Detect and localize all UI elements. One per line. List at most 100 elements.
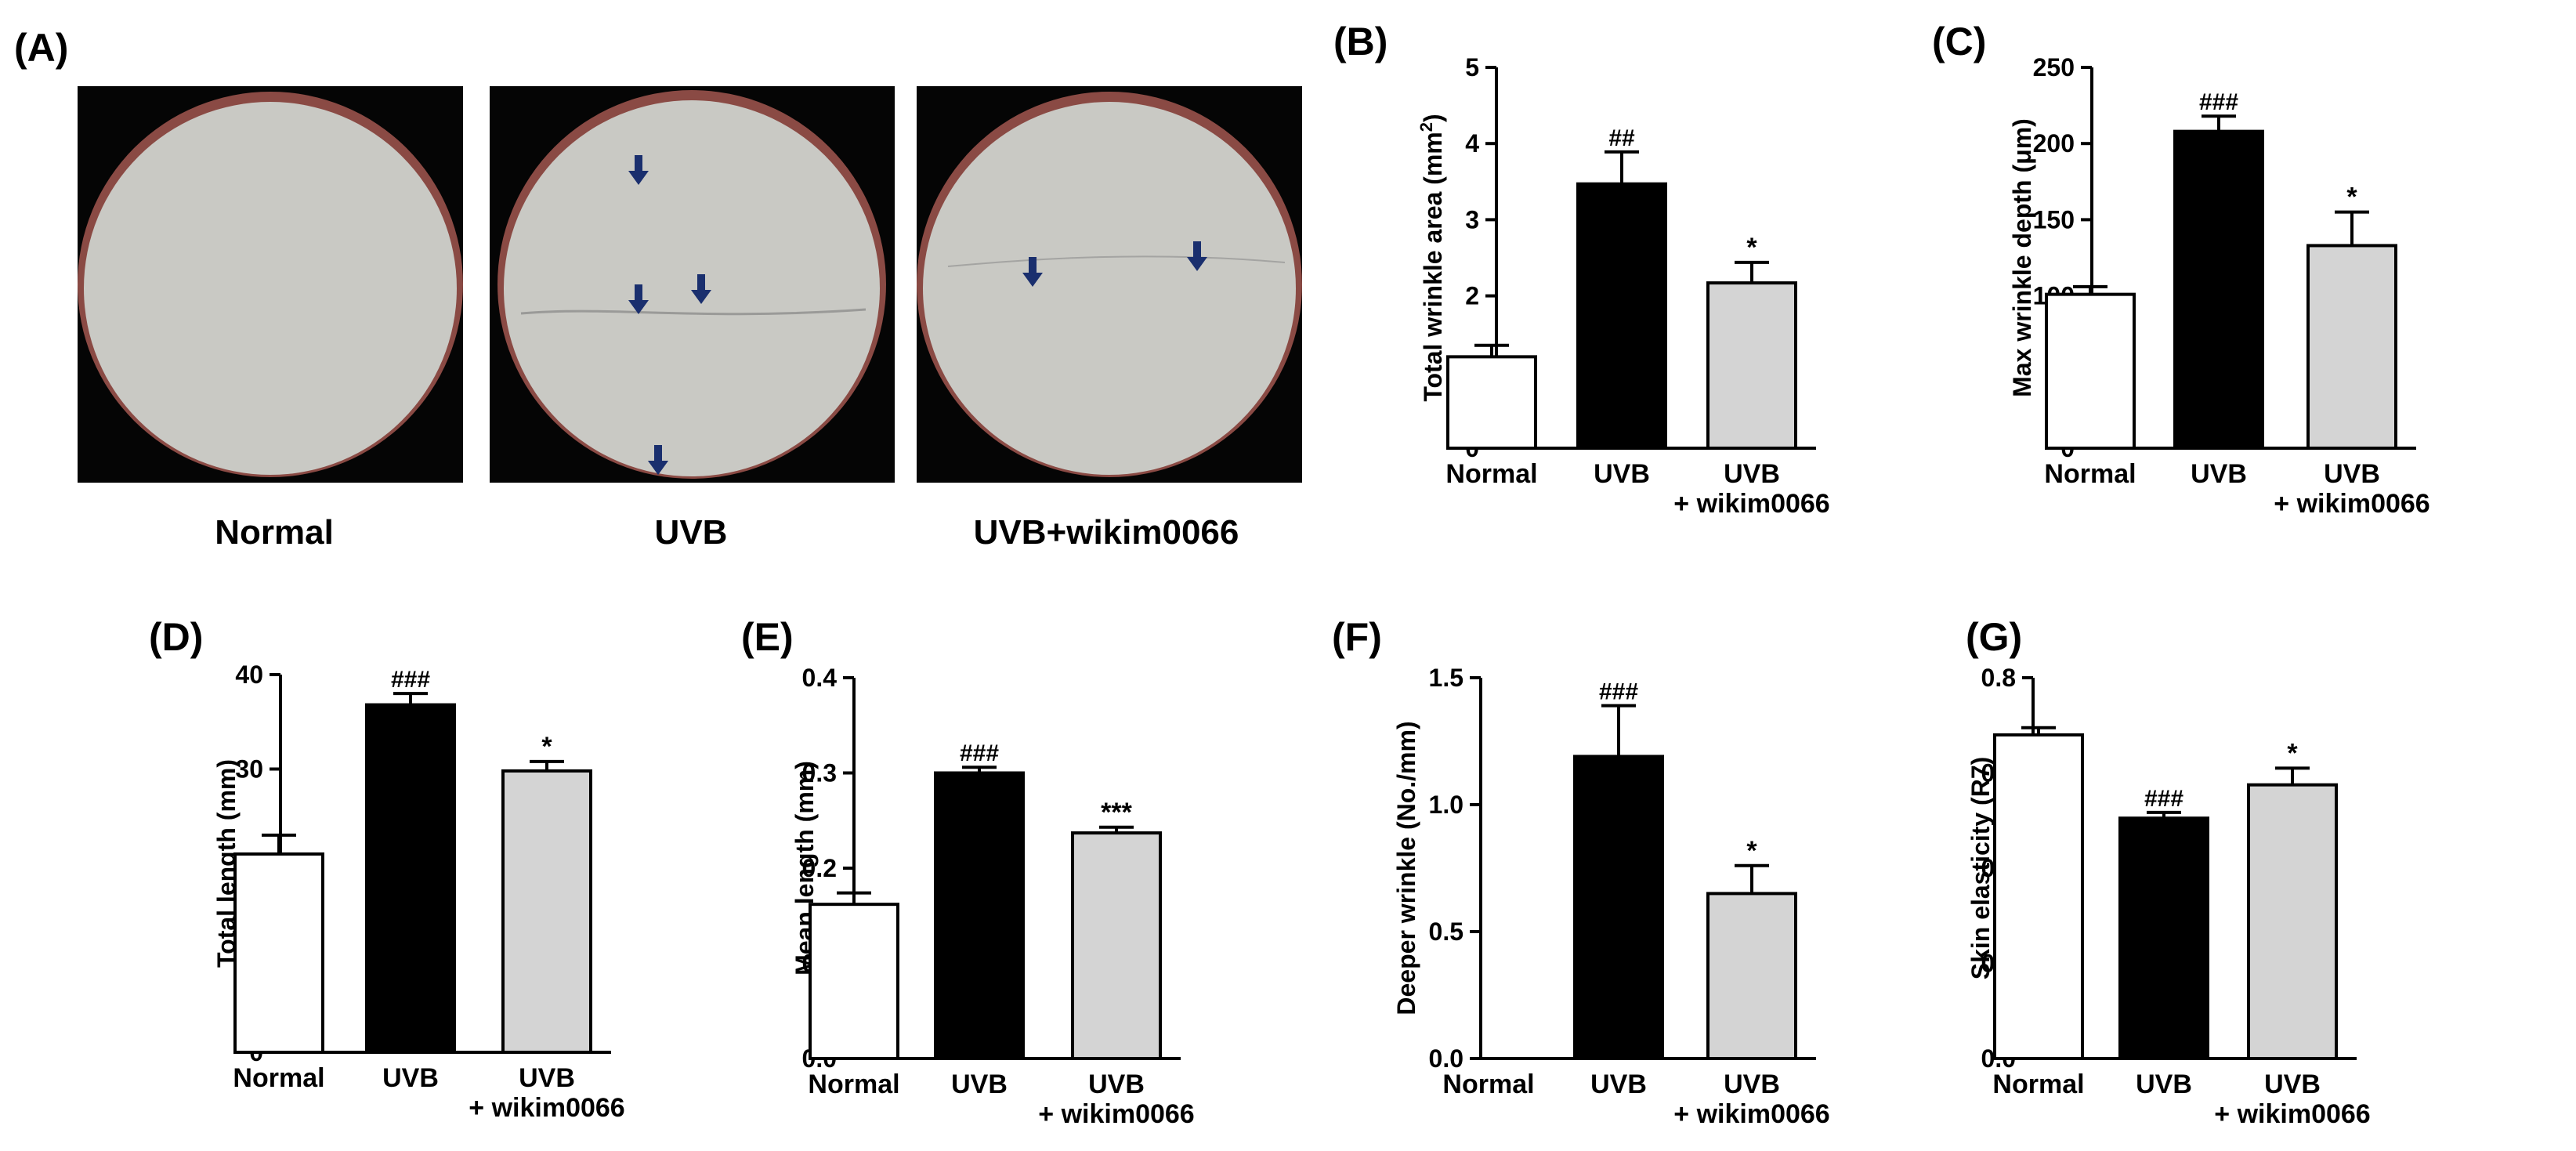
x-tick-label-line2: + wikim0066 bbox=[1673, 1099, 1829, 1129]
bar bbox=[2306, 244, 2397, 450]
x-tick-label: Normal bbox=[1445, 459, 1537, 489]
y-tick-label: 0.2 bbox=[802, 854, 837, 882]
chart-max-wrinkle-depth: (C)050100150200250Max wrinkle depth (μm)… bbox=[1932, 20, 2430, 519]
y-tick-label: 2 bbox=[1465, 282, 1479, 310]
bar bbox=[1706, 281, 1797, 450]
x-tick-label: Normal bbox=[1992, 1070, 2084, 1099]
chart-deeper-wrinkle: (F) 0.0 0.5 1.0 1.5 Deeper wrinkle (No./mm) ##… bbox=[1332, 615, 1830, 1129]
significance-label: ### bbox=[391, 667, 430, 693]
x-tick-label-line2: + wikim0066 bbox=[2274, 489, 2429, 519]
significance-label: ### bbox=[2199, 89, 2238, 115]
down-arrow-icon bbox=[1022, 257, 1043, 287]
significance-label: ### bbox=[1599, 679, 1638, 705]
significance-label: ### bbox=[960, 740, 999, 766]
replica-disc bbox=[78, 92, 463, 477]
y-tick-label: 1.5 bbox=[1429, 664, 1463, 692]
significance-label: ## bbox=[1608, 125, 1635, 151]
photo-label-uvb-wikim0066: UVB+wikim0066 bbox=[973, 513, 1239, 552]
down-arrow-icon bbox=[1187, 241, 1207, 271]
y-tick-label: 0.8 bbox=[1981, 664, 2016, 692]
y-tick-label: 150 bbox=[2033, 205, 2075, 233]
chart-total-length: (D)010203040Total length (mm)###*NormalU… bbox=[149, 615, 625, 1123]
arrow-shaft bbox=[1193, 241, 1201, 259]
panel-letter: (F) bbox=[1332, 615, 1382, 659]
x-tick-label-line2: + wikim0066 bbox=[1673, 489, 1829, 519]
photo-label-uvb: UVB bbox=[654, 513, 728, 552]
bar bbox=[1071, 831, 1162, 1060]
bar bbox=[2247, 783, 2338, 1060]
x-tick-label: UVB bbox=[2324, 459, 2380, 489]
down-arrow-icon bbox=[691, 274, 711, 304]
skin-replica-photo-uvb bbox=[490, 86, 895, 483]
bar bbox=[501, 769, 592, 1054]
y-axis-label: Skin elasticity (R7) bbox=[1966, 757, 1995, 980]
chart-total-wrinkle-area: (B)012345Total wrinkle area (mm2)##*Norm… bbox=[1333, 20, 1830, 519]
y-tick-label: 0.0 bbox=[1429, 1044, 1463, 1073]
panel-letter: (D) bbox=[149, 615, 203, 659]
x-tick-label: UVB bbox=[519, 1063, 575, 1093]
y-axis-label: Deeper wrinkle (No./mm) bbox=[1392, 721, 1420, 1015]
bar bbox=[1993, 733, 2084, 1060]
x-tick-label: UVB bbox=[1724, 459, 1780, 489]
panel-letter: (B) bbox=[1333, 20, 1387, 63]
significance-label: * bbox=[1746, 836, 1757, 866]
x-tick-label: UVB bbox=[2136, 1070, 2192, 1099]
arrow-head bbox=[648, 461, 668, 475]
x-tick-label: UVB bbox=[1594, 459, 1650, 489]
x-tick-label: UVB bbox=[2264, 1070, 2321, 1099]
y-axis-label-part: Max wrinkle depth (μm) bbox=[2008, 118, 2036, 397]
x-tick-label: UVB bbox=[1088, 1070, 1145, 1099]
bar bbox=[1706, 892, 1797, 1060]
arrow-shaft bbox=[635, 155, 642, 172]
arrow-shaft bbox=[654, 445, 662, 462]
panel-letter: (E) bbox=[741, 615, 794, 659]
bar bbox=[233, 852, 324, 1055]
significance-label: ### bbox=[2144, 786, 2183, 812]
down-arrow-icon bbox=[648, 445, 668, 475]
arrow-shaft bbox=[1029, 257, 1037, 274]
significance-label: *** bbox=[1101, 798, 1132, 827]
significance-label: * bbox=[2287, 738, 2298, 768]
x-tick-label: UVB bbox=[1590, 1070, 1647, 1099]
bar bbox=[2045, 292, 2136, 450]
x-tick-label: UVB bbox=[2191, 459, 2247, 489]
bar bbox=[365, 703, 456, 1054]
x-tick-label: Normal bbox=[2044, 459, 2136, 489]
down-arrow-icon bbox=[628, 284, 649, 314]
y-axis-label-part: Skin elasticity (R7) bbox=[1966, 757, 1995, 980]
x-tick-label: Normal bbox=[233, 1063, 324, 1093]
bar bbox=[809, 903, 899, 1061]
replica-disc bbox=[497, 90, 886, 479]
panel-letter: (C) bbox=[1932, 20, 1986, 63]
y-axis-label-part: Deeper wrinkle (No./mm) bbox=[1392, 721, 1420, 1015]
significance-label: * bbox=[1746, 233, 1757, 262]
arrow-head bbox=[628, 300, 649, 314]
y-tick-label: 200 bbox=[2033, 129, 2075, 157]
y-axis-label: Max wrinkle depth (μm) bbox=[2008, 118, 2036, 397]
x-tick-label: Normal bbox=[808, 1070, 899, 1099]
y-tick-label: 4 bbox=[1465, 129, 1479, 157]
x-tick-label-line2: + wikim0066 bbox=[469, 1093, 624, 1123]
arrow-head bbox=[1187, 257, 1207, 271]
arrow-head bbox=[1022, 273, 1043, 287]
y-axis-label-part: 2 bbox=[1416, 122, 1436, 132]
bar bbox=[934, 771, 1025, 1060]
arrow-head bbox=[691, 290, 711, 304]
panel-letter: (G) bbox=[1966, 615, 2022, 659]
skin-replica-photo-normal bbox=[78, 86, 463, 483]
y-axis-label-part: Total wrinkle area (mm bbox=[1419, 132, 1447, 401]
arrow-shaft bbox=[697, 274, 705, 291]
y-tick-label: 40 bbox=[235, 661, 263, 689]
x-tick-label-line2: + wikim0066 bbox=[2214, 1099, 2370, 1129]
bar bbox=[2173, 129, 2264, 450]
photo-label-normal: Normal bbox=[215, 513, 334, 552]
y-axis-label: Total wrinkle area (mm2) bbox=[1416, 114, 1448, 401]
arrow-head bbox=[628, 171, 649, 185]
bar bbox=[2118, 816, 2209, 1060]
y-tick-label: 3 bbox=[1465, 205, 1479, 233]
y-tick-label: 250 bbox=[2033, 53, 2075, 81]
y-tick-label: 0.4 bbox=[802, 664, 838, 692]
bar bbox=[1576, 182, 1667, 450]
